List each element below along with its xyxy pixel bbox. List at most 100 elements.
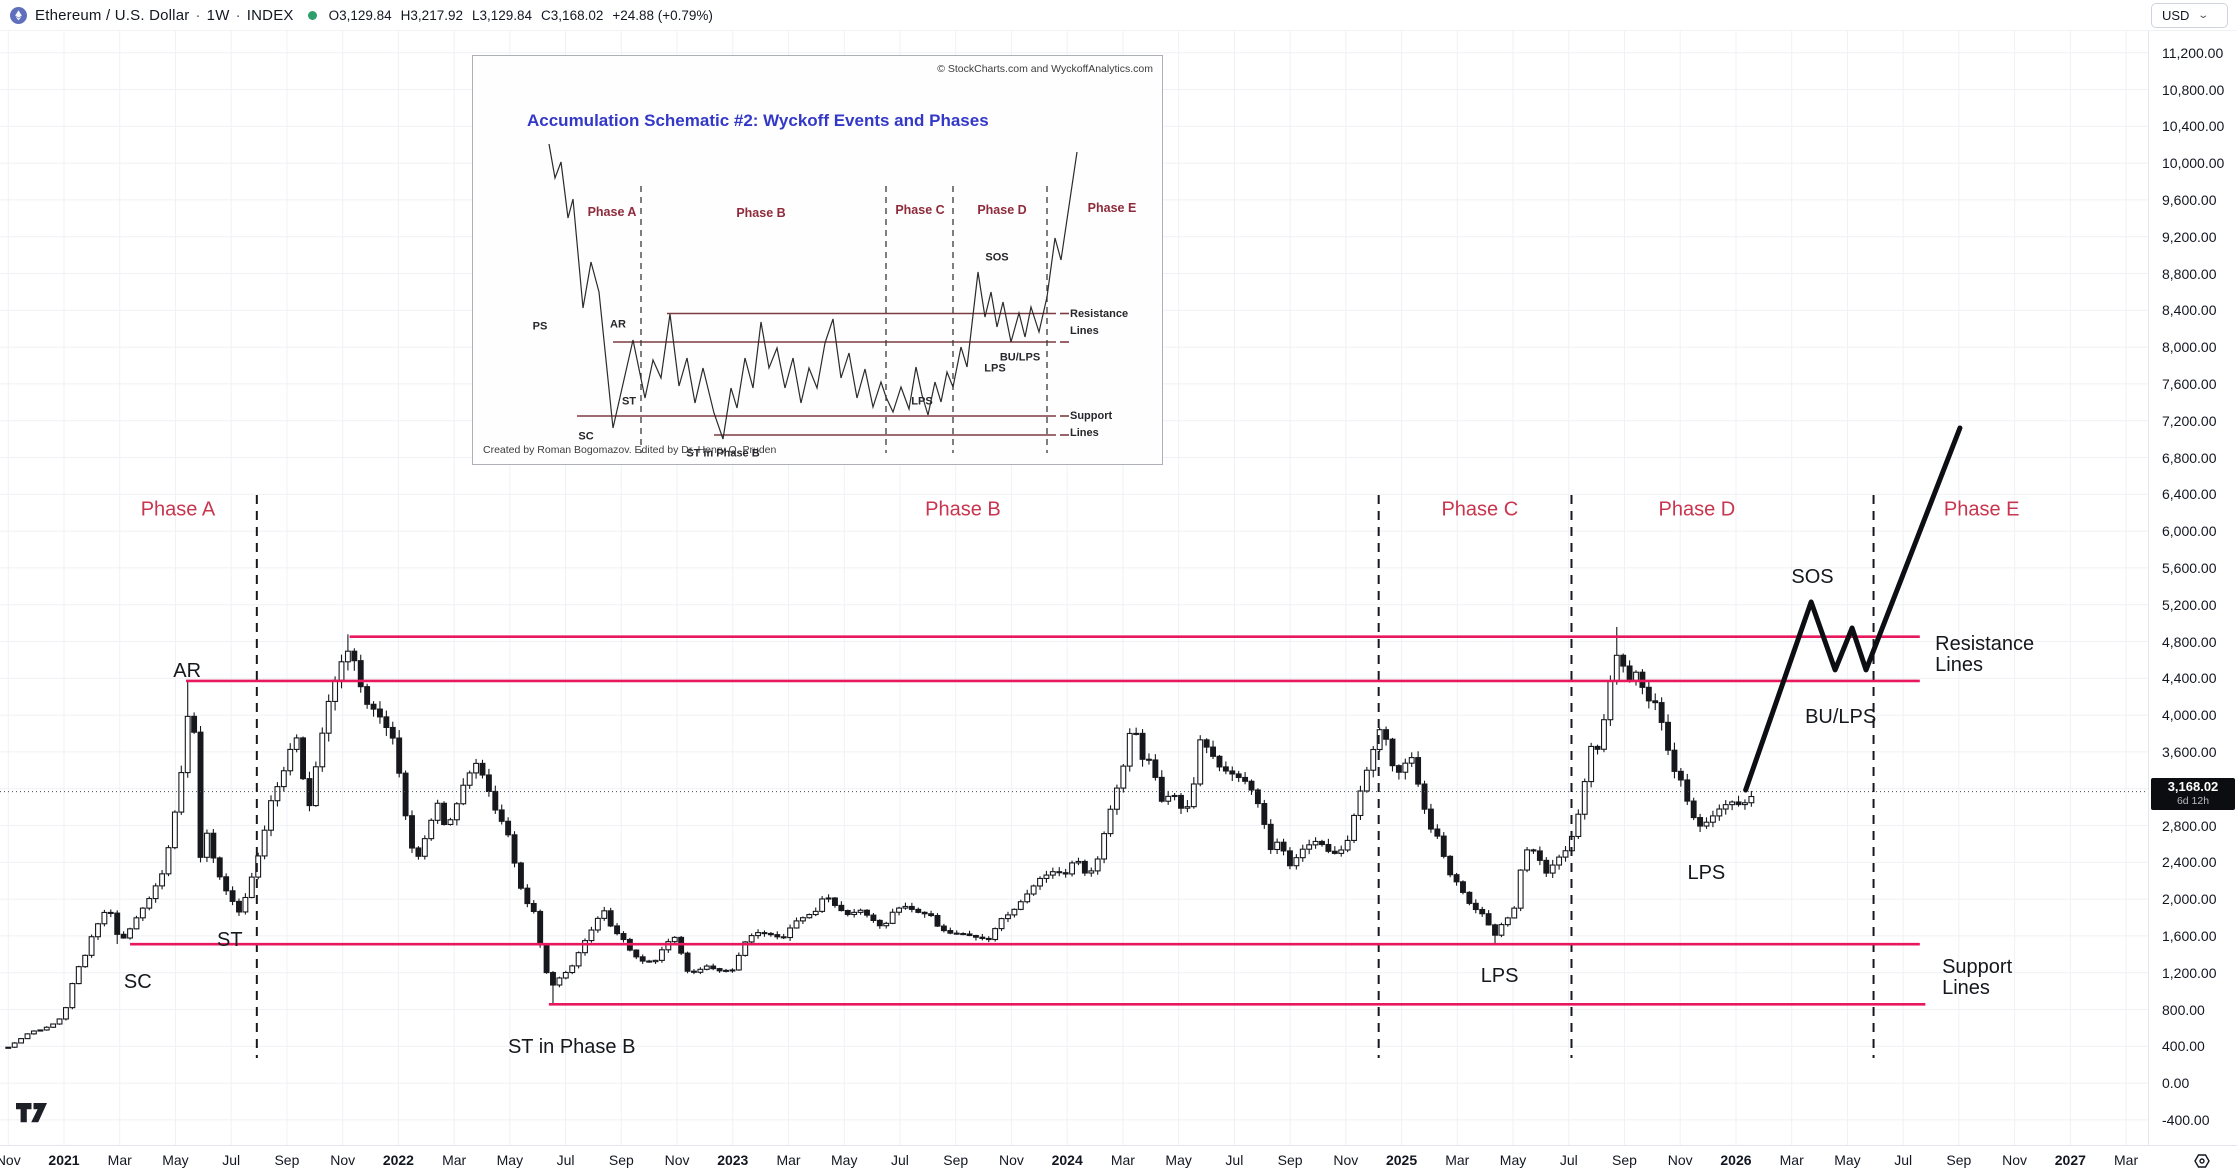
- phase-label: Phase A: [140, 498, 216, 521]
- time-axis-label: May: [831, 1152, 858, 1168]
- price-axis-label: 4,800.00: [2162, 633, 2217, 650]
- inset-label-ar: AR: [610, 318, 626, 331]
- symbol-title[interactable]: Ethereum / U.S. Dollar · 1W · INDEX: [35, 6, 294, 24]
- annotation-st-b: ST in Phase B: [507, 1036, 636, 1059]
- price-axis-label: 8,800.00: [2162, 265, 2217, 282]
- time-axis-label: Sep: [1946, 1152, 1972, 1168]
- phase-label: Phase B: [925, 498, 1001, 521]
- price-axis-label: 10,800.00: [2162, 81, 2225, 98]
- time-axis-label: Sep: [1277, 1152, 1303, 1168]
- symbol-toolbar: Ethereum / U.S. Dollar · 1W · INDEX O3,129.8…: [0, 0, 2237, 31]
- axis-settings-gear-icon[interactable]: [2193, 1152, 2211, 1170]
- inset-label-lps1: LPS: [911, 395, 933, 408]
- time-axis-label: Nov: [2002, 1152, 2028, 1168]
- price-axis-label: 6,400.00: [2162, 486, 2217, 503]
- inset-label-res: Resistance Lines: [1070, 308, 1129, 338]
- time-axis-label: Mar: [442, 1152, 467, 1168]
- tradingview-logo: [16, 1103, 47, 1123]
- inset-phase-label: Phase A: [587, 205, 637, 219]
- price-axis-label: 9,200.00: [2162, 228, 2217, 245]
- inset-label-sos: SOS: [985, 251, 1009, 264]
- time-axis-label: Jul: [891, 1152, 909, 1168]
- price-axis-label: 4,400.00: [2162, 670, 2217, 687]
- price-axis-label: 5,600.00: [2162, 559, 2217, 576]
- price-axis-label: 2,400.00: [2162, 854, 2217, 871]
- time-axis-label: 2021: [48, 1152, 80, 1168]
- time-axis-label: Jul: [556, 1152, 575, 1168]
- time-axis-label: Nov: [330, 1152, 356, 1168]
- last-price-value: 3,168.02: [2167, 778, 2219, 794]
- inset-label-st-b: ST in Phase B: [686, 447, 760, 460]
- price-axis-label: 5,200.00: [2162, 596, 2217, 613]
- inset-label-st: ST: [621, 395, 637, 408]
- inset-label-sc: SC: [578, 430, 594, 443]
- annotation-ar: AR: [173, 659, 202, 682]
- timeframe-label[interactable]: 1W: [206, 6, 230, 24]
- price-axis-label: 7,600.00: [2162, 375, 2217, 392]
- annotation-sos: SOS: [1791, 566, 1834, 589]
- market-status-icon: [307, 10, 317, 20]
- price-axis-label: 2,000.00: [2162, 891, 2217, 908]
- price-axis-label: 6,800.00: [2162, 449, 2217, 466]
- time-axis-label: Nov: [1667, 1152, 1693, 1168]
- currency-dropdown-value: USD: [2162, 8, 2190, 23]
- price-axis-label: -400.00: [2162, 1111, 2210, 1128]
- wyckoff-schematic-inset: © StockCharts.com and WyckoffAnalytics.c…: [472, 55, 1163, 465]
- price-axis-label: 10,000.00: [2162, 155, 2225, 172]
- time-axis-label: May: [1165, 1152, 1192, 1168]
- inset-label-sup: Support Lines: [1070, 410, 1113, 440]
- price-axis-label: 1,200.00: [2162, 964, 2217, 981]
- price-axis-label: 7,200.00: [2162, 412, 2217, 429]
- price-axis-label: 10,400.00: [2162, 118, 2225, 135]
- inset-phase-label: Phase E: [1087, 201, 1137, 215]
- time-axis-label: Nov: [998, 1152, 1024, 1168]
- time-axis-label: 2024: [1051, 1152, 1083, 1168]
- ohlc-change: +24.88 (+0.79%): [612, 7, 713, 23]
- bar-countdown: 6d 12h: [2176, 794, 2210, 807]
- time-axis-label: 2023: [717, 1152, 749, 1168]
- time-axis-label: Sep: [943, 1152, 969, 1168]
- ohlc-open: O3,129.84: [328, 7, 392, 23]
- time-axis-label: Mar: [1779, 1152, 1804, 1168]
- price-axis-label: 6,000.00: [2162, 523, 2217, 540]
- inset-copyright: © StockCharts.com and WyckoffAnalytics.c…: [937, 63, 1153, 75]
- price-axis-label: 800.00: [2162, 1001, 2205, 1018]
- ohlc-readout: O3,129.84 H3,217.92 L3,129.84 C3,168.02 …: [329, 8, 713, 23]
- price-axis-label: 8,000.00: [2162, 339, 2217, 356]
- ohlc-high: H3,217.92: [400, 7, 463, 23]
- inset-label-ps: PS: [532, 320, 548, 333]
- annotation-lps2: LPS: [1687, 862, 1726, 885]
- inset-title: Accumulation Schematic #2: Wyckoff Event…: [527, 111, 989, 130]
- time-axis-label: Nov: [0, 1152, 21, 1168]
- inset-phase-label: Phase B: [736, 206, 786, 220]
- time-axis-label: Jul: [1559, 1152, 1578, 1168]
- time-axis-label: Jul: [1894, 1152, 1913, 1168]
- time-axis-label: 2026: [1720, 1152, 1752, 1168]
- separator-dot: ·: [195, 6, 201, 24]
- chevron-down-icon: ⌄: [2197, 10, 2210, 21]
- annotation-sc: SC: [123, 970, 152, 993]
- time-axis-label: Nov: [1333, 1152, 1359, 1168]
- price-axis-label: 11,200.00: [2162, 44, 2224, 61]
- ohlc-low: L3,129.84: [471, 7, 533, 23]
- inset-phase-label: Phase D: [977, 203, 1027, 217]
- time-axis-label: Mar: [1445, 1152, 1470, 1168]
- separator-dot: ·: [235, 6, 241, 24]
- time-axis-label: Mar: [1110, 1152, 1135, 1168]
- price-axis-label: 2,800.00: [2162, 817, 2217, 834]
- inset-label-lps2: LPS: [984, 362, 1006, 375]
- price-axis-label: 400.00: [2162, 1038, 2205, 1055]
- currency-dropdown[interactable]: USD ⌄: [2151, 3, 2228, 28]
- price-axis-label: 0.00: [2162, 1075, 2190, 1092]
- time-axis-label: May: [1499, 1152, 1527, 1168]
- inset-label-bulps: BU/LPS: [999, 351, 1041, 364]
- time-axis-label: Sep: [608, 1152, 634, 1168]
- inset-phase-label: Phase C: [895, 203, 945, 217]
- phase-label: Phase C: [1441, 498, 1519, 521]
- time-axis-label: Mar: [2114, 1152, 2139, 1168]
- time-axis-label: Mar: [776, 1152, 801, 1168]
- time-axis-label: 2022: [382, 1152, 414, 1168]
- ohlc-close: C3,168.02: [541, 7, 604, 23]
- price-axis-label: 3,600.00: [2162, 743, 2217, 760]
